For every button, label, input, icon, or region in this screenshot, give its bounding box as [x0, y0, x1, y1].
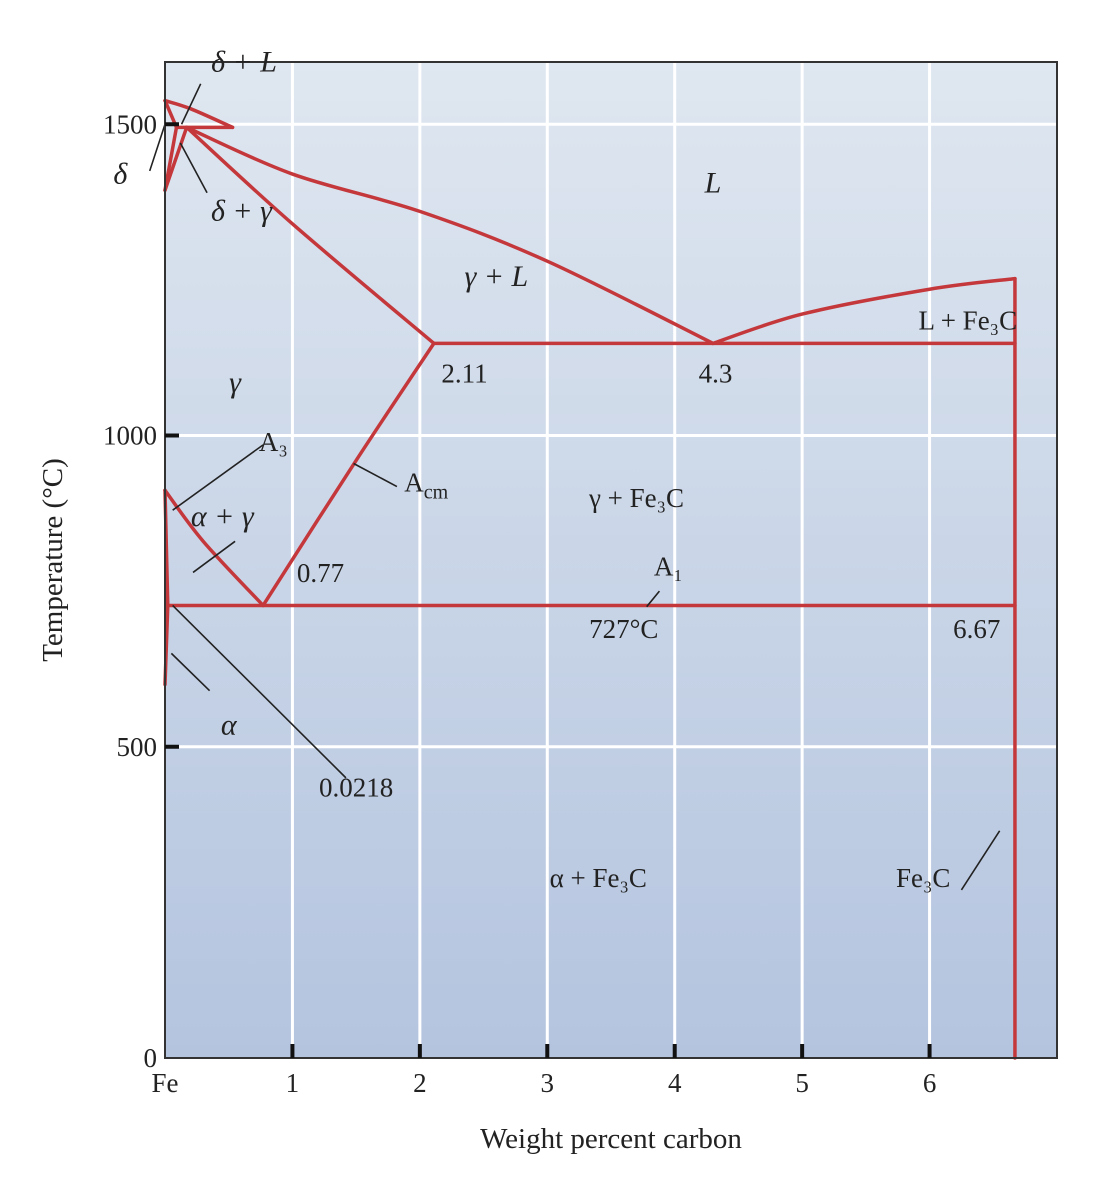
x-tick-label: 4 — [668, 1068, 682, 1098]
y-axis-title: Temperature (°C) — [37, 458, 69, 662]
label-region-gamma-l: γ + L — [464, 260, 528, 293]
label-label-delta: δ — [113, 157, 128, 190]
x-tick-label: 6 — [923, 1068, 937, 1098]
phase-boundary-acm — [261, 341, 436, 608]
y-tick-label: 500 — [117, 732, 158, 762]
label-region-gamma: γ — [229, 366, 242, 399]
leader-line — [192, 540, 236, 574]
label-region-gamma-fe3c: γ + Fe₃C — [588, 483, 684, 513]
label-label-delta-gamma: δ + γ — [211, 195, 273, 228]
label-value-077: 0.77 — [297, 558, 344, 588]
y-tick-label: 0 — [144, 1043, 158, 1073]
leader-line — [179, 142, 208, 194]
axis-ticks: Fe 1 2 3 4 5 6 0 500 1000 1500 — [103, 109, 936, 1098]
leader-line — [646, 590, 661, 608]
phase-boundary-liquidus-fe3c — [711, 276, 1017, 346]
label-value-00218: 0.0218 — [319, 773, 393, 803]
plot-area — [165, 62, 1057, 1058]
label-value-727: 727°C — [589, 614, 658, 644]
x-tick-label: 5 — [795, 1068, 809, 1098]
leader-line — [172, 444, 264, 511]
label-label-fe3c: Fe₃C — [896, 863, 950, 893]
label-region-alpha-fe3c: α + Fe₃C — [550, 863, 647, 893]
label-value-667: 6.67 — [953, 614, 1000, 644]
y-tick-label: 1500 — [103, 109, 157, 139]
leader-line — [180, 83, 202, 125]
region-labels: Lγ + L γ α + γ γ + Fe₃C L + Fe₃C α + Fe₃C Fe₃C… — [113, 45, 1017, 892]
label-region-alpha-gamma: α + γ — [191, 500, 255, 533]
label-value-211: 2.11 — [441, 359, 487, 389]
grid-lines — [165, 62, 1057, 1058]
y-tick-label: 1000 — [103, 421, 157, 451]
plot-frame — [164, 61, 1058, 1059]
label-region-l: L — [704, 167, 722, 200]
label-value-43: 4.3 — [699, 359, 733, 389]
x-tick-label: Fe — [152, 1068, 179, 1098]
phase-boundary-delta-gamma-lower — [163, 125, 189, 192]
phase-boundary-liquidus-fe — [163, 98, 235, 130]
leader-line — [170, 652, 211, 692]
leader-line — [172, 604, 347, 779]
x-axis-title: Weight percent carbon — [480, 1123, 742, 1155]
phase-boundary-a3 — [163, 488, 265, 608]
x-tick-label: 1 — [286, 1068, 300, 1098]
x-tick-label: 3 — [541, 1068, 555, 1098]
label-label-delta-l: δ + L — [211, 45, 277, 78]
leader-line — [353, 462, 398, 488]
phase-boundary-liquidus-main — [184, 125, 715, 346]
phase-boundary-gamma-solidus — [184, 125, 436, 346]
leader-line — [148, 124, 166, 172]
leader-lines — [148, 83, 1001, 891]
phase-boundaries — [163, 98, 1017, 1060]
label-label-alpha: α — [221, 708, 238, 741]
label-label-a1: A₁ — [654, 552, 683, 582]
x-tick-label: 2 — [413, 1068, 427, 1098]
label-label-a3: A₃ — [259, 427, 288, 457]
leader-line — [960, 830, 1001, 891]
label-region-l-fe3c: L + Fe₃C — [918, 306, 1017, 336]
